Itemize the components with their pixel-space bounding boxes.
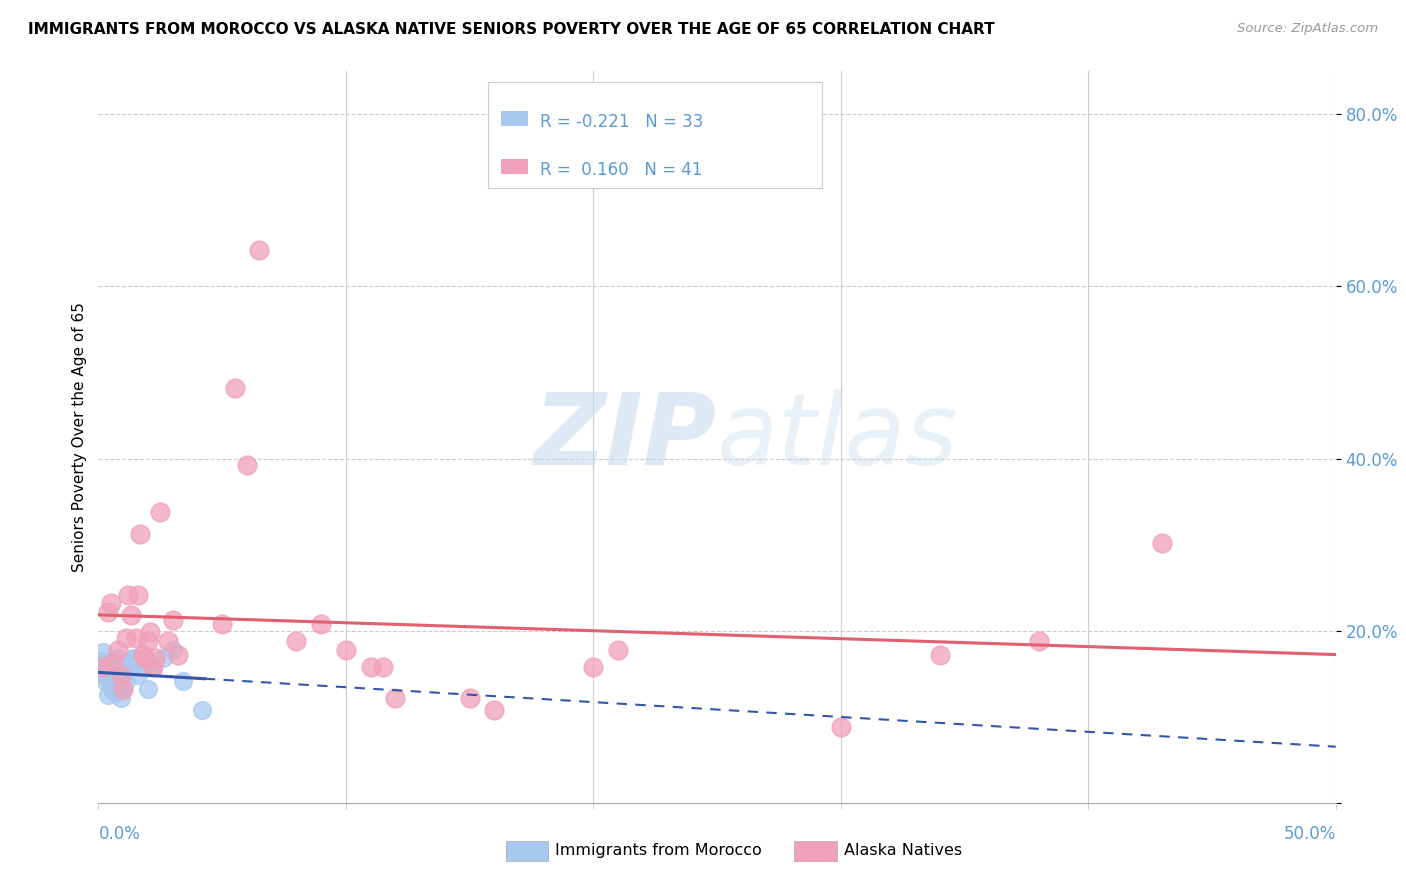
Point <box>139 625 162 640</box>
Point <box>247 244 270 258</box>
Point <box>166 648 188 662</box>
Text: ZIP: ZIP <box>534 389 717 485</box>
Point <box>120 608 142 623</box>
Point <box>117 657 139 671</box>
Point <box>830 720 852 734</box>
Point <box>107 665 129 679</box>
Point <box>124 651 146 665</box>
Point <box>309 616 332 631</box>
Point <box>97 671 120 685</box>
Point <box>100 596 122 610</box>
Point <box>103 657 125 671</box>
Text: IMMIGRANTS FROM MOROCCO VS ALASKA NATIVE SENIORS POVERTY OVER THE AGE OF 65 CORR: IMMIGRANTS FROM MOROCCO VS ALASKA NATIVE… <box>28 22 995 37</box>
Point <box>94 658 117 673</box>
Text: Source: ZipAtlas.com: Source: ZipAtlas.com <box>1237 22 1378 36</box>
Point <box>100 654 122 668</box>
Point <box>132 660 155 674</box>
Point <box>152 651 174 665</box>
Point <box>103 668 125 682</box>
Point <box>117 588 139 602</box>
Text: Alaska Natives: Alaska Natives <box>844 844 962 858</box>
Point <box>110 668 132 682</box>
Text: Immigrants from Morocco: Immigrants from Morocco <box>555 844 762 858</box>
Text: 50.0%: 50.0% <box>1284 825 1336 843</box>
Point <box>93 660 115 674</box>
Point <box>114 673 136 688</box>
Point <box>162 613 184 627</box>
Text: 0.0%: 0.0% <box>98 825 141 843</box>
Point <box>112 682 135 697</box>
Point <box>114 631 136 645</box>
Text: atlas: atlas <box>717 389 959 485</box>
Point <box>90 654 112 668</box>
Point <box>928 648 950 662</box>
Point <box>122 651 145 665</box>
Text: R =  0.160   N = 41: R = 0.160 N = 41 <box>540 161 703 179</box>
Point <box>191 703 214 717</box>
Point <box>149 505 172 519</box>
Point <box>360 660 382 674</box>
Point <box>172 673 194 688</box>
Point <box>100 677 122 691</box>
Point <box>371 660 394 674</box>
Point <box>110 690 132 705</box>
Point <box>236 458 259 473</box>
Point <box>104 673 127 688</box>
Point <box>132 648 155 662</box>
FancyBboxPatch shape <box>501 111 527 126</box>
Point <box>136 634 159 648</box>
Point <box>94 675 117 690</box>
Y-axis label: Seniors Poverty Over the Age of 65: Seniors Poverty Over the Age of 65 <box>72 302 87 572</box>
FancyBboxPatch shape <box>488 82 823 188</box>
Point <box>582 660 605 674</box>
Point <box>211 616 233 631</box>
Point <box>127 668 149 682</box>
Point <box>112 682 135 697</box>
Point <box>142 660 165 674</box>
Point <box>107 642 129 657</box>
Text: R = -0.221   N = 33: R = -0.221 N = 33 <box>540 113 703 131</box>
Point <box>484 703 506 717</box>
Point <box>335 642 357 657</box>
Point <box>285 634 308 648</box>
Point <box>97 688 120 702</box>
Point <box>136 682 159 697</box>
Point <box>607 642 630 657</box>
Point <box>107 651 129 665</box>
Point <box>156 634 179 648</box>
Point <box>112 660 135 674</box>
FancyBboxPatch shape <box>501 159 527 174</box>
Point <box>143 651 166 665</box>
Point <box>458 690 481 705</box>
Point <box>120 660 142 674</box>
Point <box>90 662 112 676</box>
Point <box>103 684 125 698</box>
Point <box>1028 634 1050 648</box>
Point <box>224 381 246 395</box>
Point <box>93 666 115 681</box>
Point <box>124 631 146 645</box>
Point <box>127 588 149 602</box>
Point <box>142 660 165 674</box>
Point <box>104 686 127 700</box>
Point <box>134 651 156 665</box>
Point <box>110 668 132 682</box>
Point <box>97 605 120 619</box>
Point <box>93 645 115 659</box>
Point <box>384 690 406 705</box>
Point <box>129 527 152 541</box>
Point <box>162 642 184 657</box>
Point <box>1152 536 1174 550</box>
